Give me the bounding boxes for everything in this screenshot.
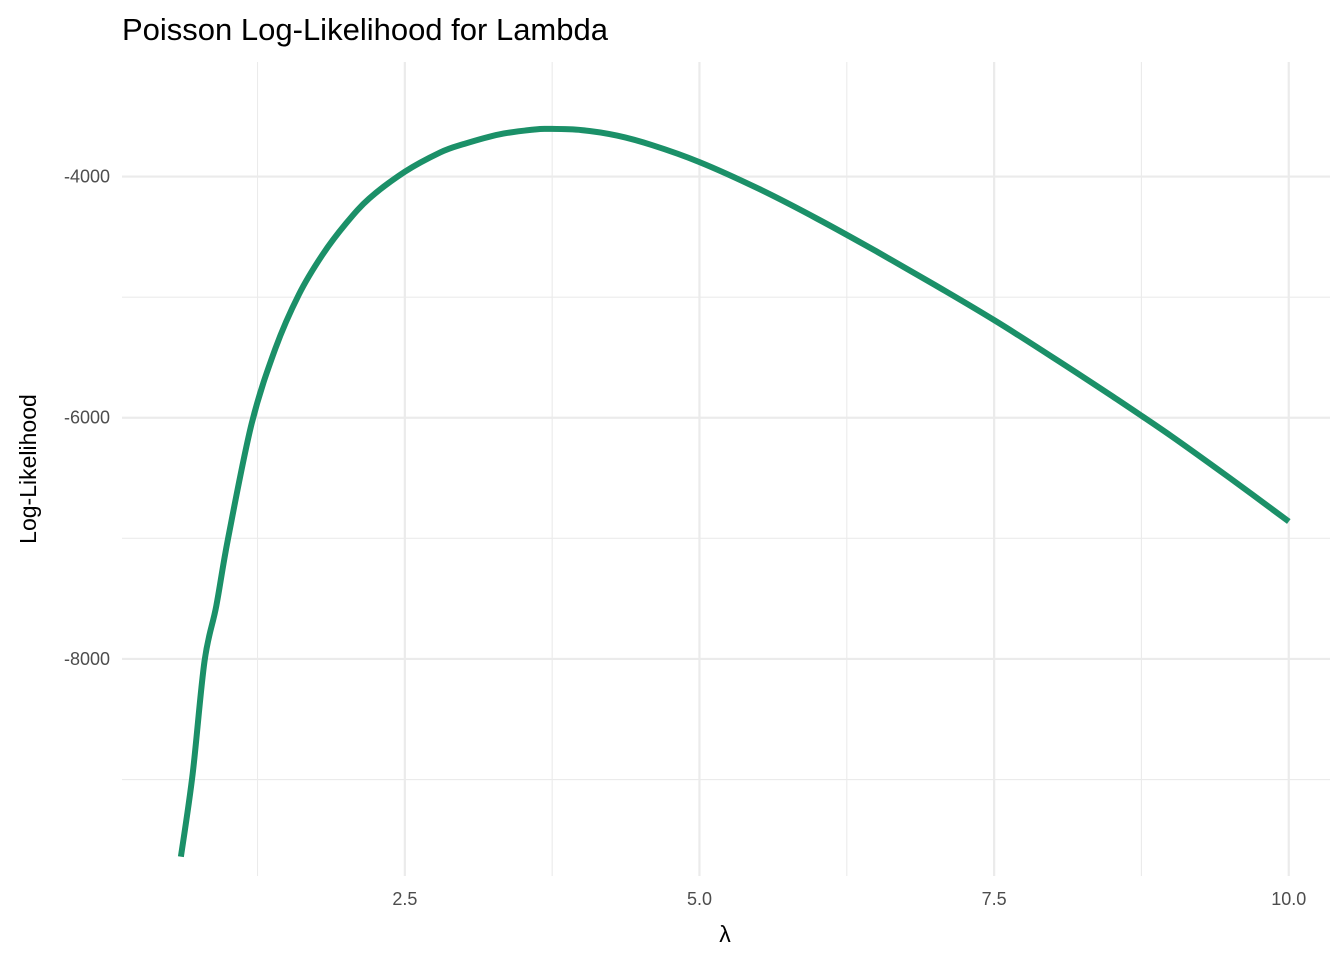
grid-lines bbox=[122, 62, 1330, 876]
y-axis-title: Log-Likelihood bbox=[15, 394, 41, 544]
x-axis-title: λ bbox=[719, 921, 731, 947]
y-axis-ticks: -8000 -6000 -4000 bbox=[64, 167, 110, 669]
y-tick-label: -4000 bbox=[64, 167, 110, 187]
x-tick-label: 5.0 bbox=[687, 889, 712, 909]
chart-title: Poisson Log-Likelihood for Lambda bbox=[122, 12, 609, 47]
x-tick-label: 7.5 bbox=[982, 889, 1007, 909]
x-axis-ticks: 2.5 5.0 7.5 10.0 bbox=[392, 889, 1306, 909]
series-layer bbox=[177, 125, 1291, 858]
x-tick-label: 10.0 bbox=[1271, 889, 1306, 909]
log-likelihood-line bbox=[177, 125, 1291, 858]
y-tick-label: -8000 bbox=[64, 649, 110, 669]
x-tick-label: 2.5 bbox=[392, 889, 417, 909]
y-tick-label: -6000 bbox=[64, 408, 110, 428]
